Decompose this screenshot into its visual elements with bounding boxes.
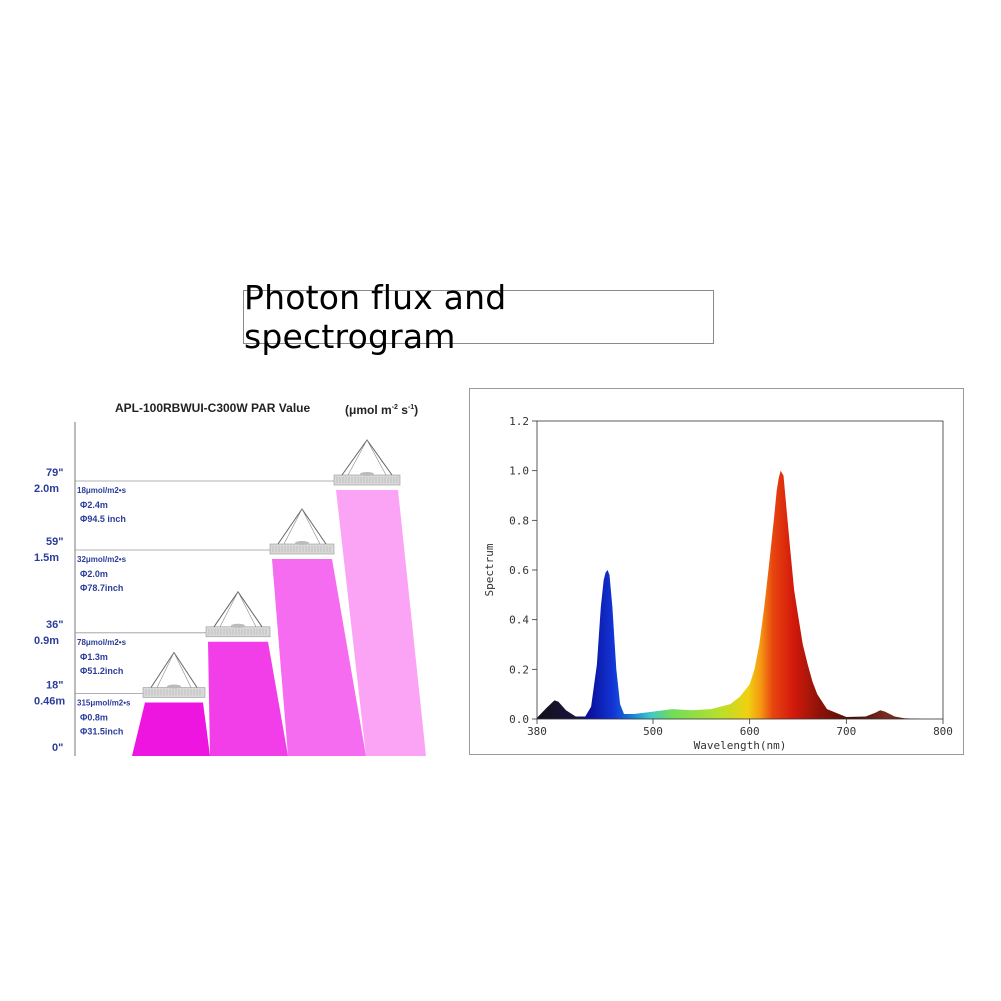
spectrum-xtick-label: 500 (643, 725, 663, 738)
hanging-wire (277, 508, 327, 545)
spectrum-chart: 0.0 0.2 0.4 0.6 0.8 1.0 1.2 380 500 600 700 800 Wav… (469, 388, 964, 755)
coverage-diameter-m: Φ1.3m (80, 652, 108, 662)
height-meter-label: 2.0m (34, 483, 59, 495)
spectrum-svg: 0.0 0.2 0.4 0.6 0.8 1.0 1.2 380 500 600 700 800 Wav… (483, 415, 953, 752)
spectrum-xtick-label: 600 (740, 725, 760, 738)
light-beam (336, 490, 426, 756)
coverage-diameter-in: Φ51.2inch (80, 666, 123, 676)
spectrum-ytick-label: 0.8 (509, 514, 529, 527)
par-value-label: 32μmol/m2•s (77, 555, 127, 564)
par-chart-title: APL-100RBWUI-C300W PAR Value (115, 401, 310, 415)
height-meter-label: 1.5m (34, 552, 59, 564)
hanging-wire (347, 439, 387, 476)
hanging-wire (283, 508, 321, 545)
grow-light-fixture (269, 543, 335, 555)
coverage-diameter-in: Φ78.7inch (80, 583, 123, 593)
light-beam (208, 641, 288, 756)
fixture-driver (167, 684, 181, 689)
spectrum-ytick-label: 1.2 (509, 415, 529, 428)
hanging-wire (341, 439, 393, 476)
spectrum-xtick-label: 700 (836, 725, 856, 738)
grow-light-fixture (142, 687, 206, 698)
height-inch-label: 59" (46, 536, 63, 548)
par-zero-label: 0" (52, 742, 63, 754)
spectrum-xtick-label: 380 (527, 725, 547, 738)
spectrum-ytick-label: 0.2 (509, 663, 529, 676)
height-meter-label: 0.46m (34, 696, 65, 708)
spectrum-ytick-label: 0.6 (509, 564, 529, 577)
height-meter-label: 0.9m (34, 635, 59, 647)
spectrum-area (537, 470, 943, 719)
coverage-diameter-m: Φ2.4m (80, 500, 108, 510)
par-value-label: 18μmol/m2•s (77, 486, 127, 495)
coverage-diameter-m: Φ2.0m (80, 569, 108, 579)
hanging-wire (213, 590, 263, 628)
light-beam (272, 559, 366, 756)
page-title: Photon flux and spectrogram (244, 278, 507, 356)
coverage-diameter-m: Φ0.8m (80, 713, 108, 723)
coverage-diameter-in: Φ94.5 inch (80, 514, 126, 524)
spectrum-ytick-label: 0.4 (509, 614, 529, 627)
fixture-driver (231, 623, 245, 628)
spectrum-plot-frame (536, 420, 944, 720)
coverage-diameter-in: Φ31.5inch (80, 727, 123, 737)
fixture-driver (295, 541, 309, 545)
hanging-wire (219, 591, 257, 627)
spectrum-ytick-label: 0.0 (509, 713, 529, 726)
height-inch-label: 18" (46, 680, 63, 692)
height-inch-label: 79" (46, 467, 63, 479)
grow-light-fixture (205, 626, 271, 638)
height-inch-label: 36" (46, 619, 63, 631)
spectrum-ytick-label: 1.0 (509, 465, 529, 478)
spectrum-xtick-label: 800 (933, 725, 953, 738)
par-value-chart: APL-100RBWUI-C300W PAR Value (μmol m-2 s… (0, 380, 470, 770)
fixture-driver (360, 472, 374, 476)
par-value-svg: APL-100RBWUI-C300W PAR Value (μmol m-2 s… (34, 401, 426, 756)
spectrum-xlabel: Wavelength(nm) (694, 739, 787, 752)
par-value-label: 78μmol/m2•s (77, 638, 127, 647)
hanging-wire (150, 651, 198, 688)
par-unit-label: (μmol m-2 s-1) (345, 403, 418, 417)
par-value-label: 315μmol/m2•s (77, 699, 131, 708)
spectrum-ylabel: Spectrum (483, 543, 496, 596)
page-title-box: Photon flux and spectrogram (243, 278, 714, 356)
hanging-wire (156, 651, 192, 688)
light-beam (132, 702, 210, 756)
